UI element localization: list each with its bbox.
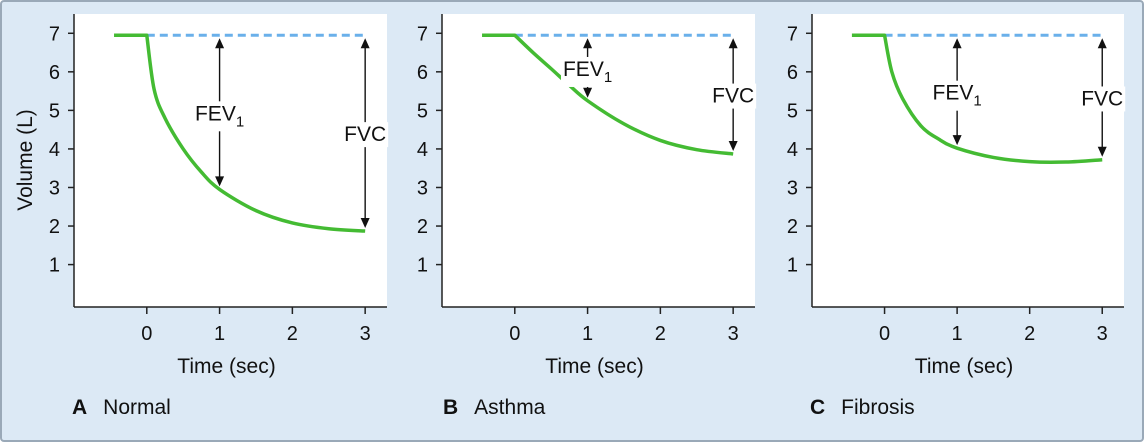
x-tick-label: 0 [879, 323, 890, 345]
fev-arrow-head-up [952, 38, 962, 49]
y-tick-label: 2 [49, 216, 60, 238]
fev-label-bg [930, 80, 984, 111]
fev-arrow-head-down [583, 87, 593, 98]
x-axis-title: Time (sec) [177, 355, 275, 378]
y-tick-label: 4 [49, 139, 60, 161]
x-tick-label: 1 [952, 323, 963, 345]
fvc-label-bg [1079, 86, 1126, 112]
caption-title: Normal [103, 396, 171, 419]
caption-b: B Asthma [443, 396, 545, 420]
y-axis-title: Volume (L) [14, 109, 37, 211]
fvc-label: FVC [1081, 87, 1123, 110]
fvc-label-bg [710, 83, 757, 109]
fev-arrow-head-down [952, 135, 962, 146]
fvc-label-bg [342, 122, 389, 148]
y-tick-label: 1 [787, 255, 798, 277]
caption-letter: A [72, 396, 88, 419]
x-axis-title: Time (sec) [545, 355, 643, 378]
x-tick-label: 1 [214, 323, 225, 345]
y-tick-label: 3 [787, 177, 798, 199]
fev-label-bg [192, 101, 247, 132]
x-tick-label: 2 [1024, 323, 1035, 345]
x-tick-label: 3 [1097, 323, 1108, 345]
fvc-label: FVC [712, 85, 754, 108]
y-tick-label: 5 [49, 100, 60, 122]
y-tick-label: 1 [417, 255, 428, 277]
fvc-arrow-head-up [360, 38, 370, 49]
x-axis-title: Time (sec) [915, 355, 1013, 378]
y-tick-label: 6 [417, 62, 428, 84]
y-tick-label: 6 [787, 62, 798, 84]
y-tick-label: 4 [417, 139, 428, 161]
fvc-arrow-head-up [728, 38, 738, 49]
caption-a: A Normal [72, 396, 171, 420]
y-tick-label: 7 [417, 23, 428, 45]
fvc-label: FVC [344, 123, 386, 146]
volume-curve [114, 33, 366, 233]
fev-subscript: 1 [973, 93, 981, 110]
fvc-arrow-head-down [1097, 146, 1107, 157]
y-tick-label: 6 [49, 62, 60, 84]
y-tick-label: 3 [49, 177, 60, 199]
y-tick-label: 2 [417, 216, 428, 238]
volume-curve [482, 33, 734, 156]
caption-c: C Fibrosis [810, 396, 915, 420]
y-tick-label: 1 [49, 255, 60, 277]
fev-arrow-head-down [215, 176, 225, 187]
x-tick-label: 2 [287, 323, 298, 345]
x-tick-label: 2 [655, 323, 666, 345]
volume-curve [851, 33, 1103, 165]
fvc-arrow-head-down [728, 140, 738, 151]
x-tick-label: 3 [728, 323, 739, 345]
y-tick-label: 7 [787, 23, 798, 45]
fvc-arrow-head-down [360, 218, 370, 229]
y-tick-label: 4 [787, 139, 798, 161]
caption-letter: C [810, 396, 826, 419]
y-tick-label: 3 [417, 177, 428, 199]
x-tick-label: 1 [582, 323, 593, 345]
x-tick-label: 0 [141, 323, 152, 345]
fev-subscript: 1 [236, 113, 244, 130]
fev-arrow-head-up [215, 38, 225, 49]
x-tick-label: 3 [360, 323, 371, 345]
fev-arrow-head-up [583, 38, 593, 49]
x-tick-label: 0 [509, 323, 520, 345]
caption-title: Fibrosis [841, 396, 915, 419]
caption-letter: B [443, 396, 459, 419]
fev-subscript: 1 [604, 69, 612, 86]
y-tick-label: 7 [49, 23, 60, 45]
caption-title: Asthma [474, 396, 546, 419]
fev-label-bg [560, 56, 615, 87]
plot-area [74, 14, 387, 307]
y-tick-label: 5 [417, 100, 428, 122]
y-tick-label: 5 [787, 100, 798, 122]
y-tick-label: 2 [787, 216, 798, 238]
fvc-arrow-head-up [1097, 38, 1107, 49]
